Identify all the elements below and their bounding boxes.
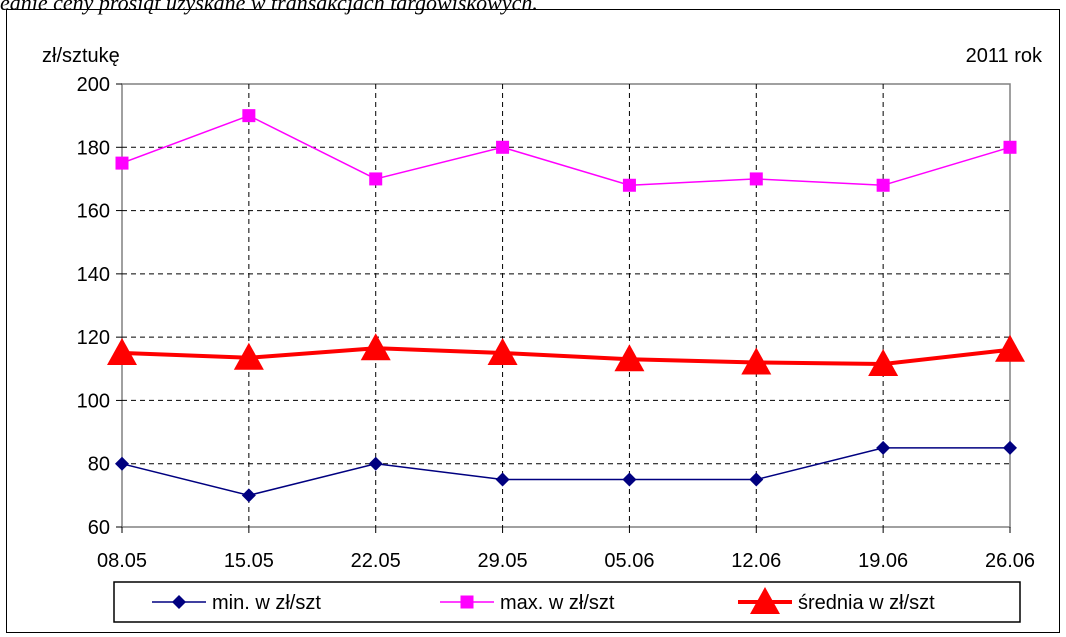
diamond-marker: [876, 440, 891, 455]
square-marker: [460, 595, 474, 609]
y-tick-label: 100: [77, 390, 110, 412]
triangle-marker: [750, 587, 780, 614]
series-group: [115, 109, 1017, 192]
diamond-marker: [622, 472, 637, 487]
square-marker: [876, 178, 890, 192]
triangle-marker: [614, 344, 645, 372]
diamond-marker: [368, 456, 383, 471]
x-tick-label: 29.05: [478, 550, 528, 572]
square-marker: [749, 172, 763, 186]
y-tick-label: 140: [77, 264, 110, 286]
x-tick-label: 19.06: [858, 550, 908, 572]
legend-item: max. w zł/szt: [440, 592, 615, 614]
square-marker: [242, 109, 256, 123]
triangle-marker: [233, 342, 264, 370]
data-series: [107, 109, 1025, 503]
series-line: [121, 346, 1011, 367]
triangle-marker: [868, 349, 899, 377]
series-line: [121, 114, 1011, 187]
y-tick-label: 200: [77, 74, 110, 96]
diamond-marker: [1003, 440, 1017, 455]
x-tick-label: 12.06: [731, 550, 781, 572]
diamond-marker: [495, 472, 510, 487]
year-label: 2011 rok: [966, 45, 1043, 67]
y-tick-label: 160: [77, 201, 110, 223]
legend-label: max. w zł/szt: [500, 592, 615, 614]
triangle-marker: [107, 337, 137, 365]
diamond-marker: [749, 472, 764, 487]
y-axis-label: zł/sztukę: [42, 45, 120, 67]
square-marker: [496, 140, 510, 154]
square-marker: [115, 156, 129, 170]
diamond-marker: [241, 488, 256, 503]
diamond-marker: [115, 456, 129, 471]
chart-caption: ednie ceny prosiąt uzyskane w transakcja…: [0, 0, 538, 15]
square-marker: [622, 178, 636, 192]
legend-label: średnia w zł/szt: [798, 592, 935, 614]
x-tick-label: 26.06: [985, 550, 1035, 572]
legend-label: min. w zł/szt: [212, 592, 321, 614]
triangle-marker: [995, 334, 1025, 362]
triangle-marker: [741, 347, 772, 375]
legend-item: min. w zł/szt: [152, 592, 321, 614]
x-tick-label: 05.06: [604, 550, 654, 572]
legend: min. w zł/szt max. w zł/szt średnia w zł/s…: [152, 587, 935, 614]
x-tick-labels: 08.05 15.05 22.05 29.05 05.06 12.06 19.06 26.06: [97, 527, 1035, 572]
series-line: [121, 447, 1010, 497]
series-group: [115, 440, 1017, 503]
legend-item: średnia w zł/szt: [738, 587, 935, 614]
legend-box: [113, 581, 1021, 623]
y-tick-label: 60: [88, 517, 110, 539]
square-marker: [369, 172, 383, 186]
y-tick-label: 80: [88, 454, 110, 476]
plot-area: [121, 83, 1011, 528]
chart-frame: [6, 9, 1060, 633]
x-tick-label: 15.05: [224, 550, 274, 572]
y-tick-labels: 60 80 100 120 140 160 180 200: [77, 74, 122, 539]
square-marker: [1003, 140, 1017, 154]
x-tick-label: 22.05: [351, 550, 401, 572]
x-tick-label: 08.05: [97, 550, 147, 572]
series-group: [107, 333, 1025, 377]
triangle-marker: [487, 337, 518, 365]
diamond-marker: [172, 595, 186, 609]
y-tick-label: 180: [77, 137, 110, 159]
y-tick-label: 120: [77, 327, 110, 349]
triangle-marker: [360, 333, 391, 361]
